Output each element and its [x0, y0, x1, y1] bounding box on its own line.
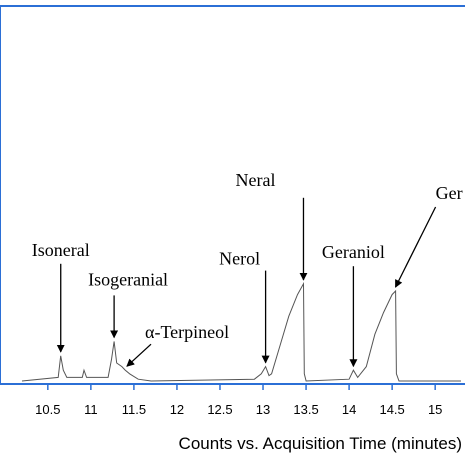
x-tick-label: 12.5 — [207, 402, 232, 417]
peak-label: Neral — [235, 170, 275, 190]
x-tick-label: 14 — [342, 402, 356, 417]
chromatogram-trace — [21, 281, 461, 382]
x-axis-ticks: 10.5 11 11.5 12 12.5 13 13.5 14 14.5 15 — [35, 384, 442, 417]
x-tick-label: 15 — [428, 402, 442, 417]
peak-label: α-Terpineol — [145, 322, 229, 342]
peak-label: Geraniol — [322, 242, 385, 262]
x-tick-label: 13 — [256, 402, 270, 417]
x-tick-label: 12 — [170, 402, 184, 417]
peak-label: Ger — [436, 183, 463, 203]
x-tick-label: 11 — [84, 402, 98, 417]
annotation-arrow — [126, 343, 152, 367]
annotation-arrow — [394, 206, 437, 288]
peak-label: Isogeranial — [88, 269, 168, 289]
peak-label: Nerol — [219, 249, 260, 269]
x-axis-title: Counts vs. Acquisition Time (minutes) — [179, 434, 462, 453]
x-tick-label: 13.5 — [293, 402, 318, 417]
x-tick-label: 11.5 — [122, 402, 146, 417]
x-tick-label: 14.5 — [379, 402, 404, 417]
peak-annotations: Isoneral Isogeranial α-Terpineol Nerol Neral… — [32, 170, 463, 368]
peak-label: Isoneral — [32, 240, 90, 260]
x-tick-label: 10.5 — [35, 402, 60, 417]
